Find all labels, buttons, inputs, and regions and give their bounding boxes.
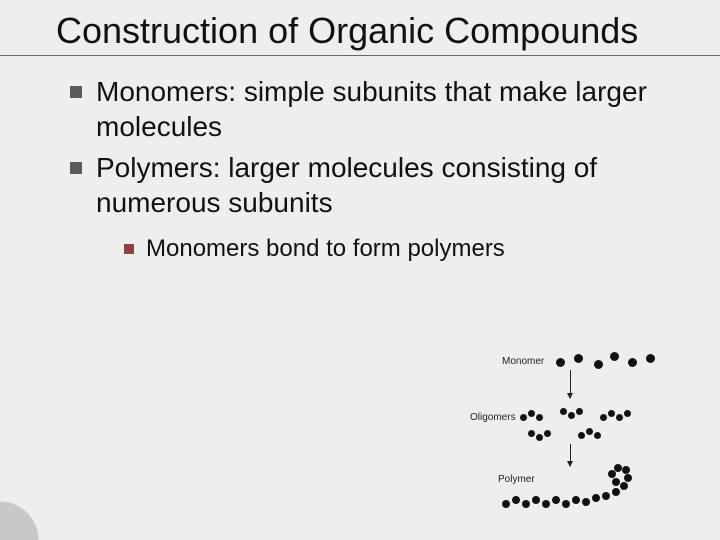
diagram-dot	[528, 410, 535, 417]
diagram-dot	[536, 434, 543, 441]
diagram-dot	[574, 354, 583, 363]
slide: Construction of Organic Compounds Monome…	[0, 0, 720, 540]
square-bullet-icon	[70, 162, 82, 174]
diagram-dot	[608, 470, 616, 478]
down-arrow-icon	[570, 370, 571, 398]
square-bullet-icon	[124, 244, 134, 254]
diagram-dot	[608, 410, 615, 417]
diagram-dot	[646, 354, 655, 363]
diagram-dot	[602, 492, 610, 500]
square-bullet-icon	[70, 86, 82, 98]
diagram-dot	[612, 488, 620, 496]
diagram-dot	[600, 414, 607, 421]
polymer-diagram: Monomer Oligomers Polymer	[410, 352, 670, 512]
content-area: Monomers: simple subunits that make larg…	[0, 74, 720, 264]
diagram-dot	[552, 496, 560, 504]
diagram-dot	[542, 500, 550, 508]
diagram-dot	[522, 500, 530, 508]
diagram-dot	[562, 500, 570, 508]
diagram-dot	[502, 500, 510, 508]
diagram-dot	[536, 414, 543, 421]
bullet-item: Monomers: simple subunits that make larg…	[70, 74, 680, 144]
bullet-text: Monomers: simple subunits that make larg…	[96, 74, 680, 144]
sub-bullet-item: Monomers bond to form polymers	[124, 234, 680, 264]
diagram-dot	[576, 408, 583, 415]
diagram-dot	[624, 410, 631, 417]
diagram-dot	[616, 414, 623, 421]
diagram-dot	[568, 412, 575, 419]
diagram-dot	[520, 414, 527, 421]
slide-title: Construction of Organic Compounds	[56, 10, 700, 51]
diagram-label-monomer: Monomer	[502, 356, 544, 367]
diagram-dot	[582, 498, 590, 506]
diagram-dot	[532, 496, 540, 504]
bullet-text: Polymers: larger molecules consisting of…	[96, 150, 680, 220]
diagram-dot	[556, 358, 565, 367]
diagram-dot	[622, 466, 630, 474]
diagram-dot	[586, 428, 593, 435]
corner-accent-icon	[0, 500, 40, 540]
diagram-dot	[628, 358, 637, 367]
bullet-text: Monomers bond to form polymers	[146, 234, 505, 264]
title-block: Construction of Organic Compounds	[0, 0, 720, 56]
diagram-dot	[578, 432, 585, 439]
diagram-dot	[560, 408, 567, 415]
diagram-dot	[620, 482, 628, 490]
diagram-dot	[624, 474, 632, 482]
diagram-dot	[592, 494, 600, 502]
bullet-item: Polymers: larger molecules consisting of…	[70, 150, 680, 220]
down-arrow-icon	[570, 444, 571, 466]
diagram-dot	[544, 430, 551, 437]
diagram-dot	[512, 496, 520, 504]
diagram-label-oligomers: Oligomers	[470, 412, 516, 423]
diagram-label-polymer: Polymer	[498, 474, 535, 485]
diagram-dot	[612, 478, 620, 486]
diagram-dot	[610, 352, 619, 361]
diagram-dot	[528, 430, 535, 437]
diagram-dot	[572, 496, 580, 504]
diagram-dot	[594, 360, 603, 369]
diagram-dot	[594, 432, 601, 439]
